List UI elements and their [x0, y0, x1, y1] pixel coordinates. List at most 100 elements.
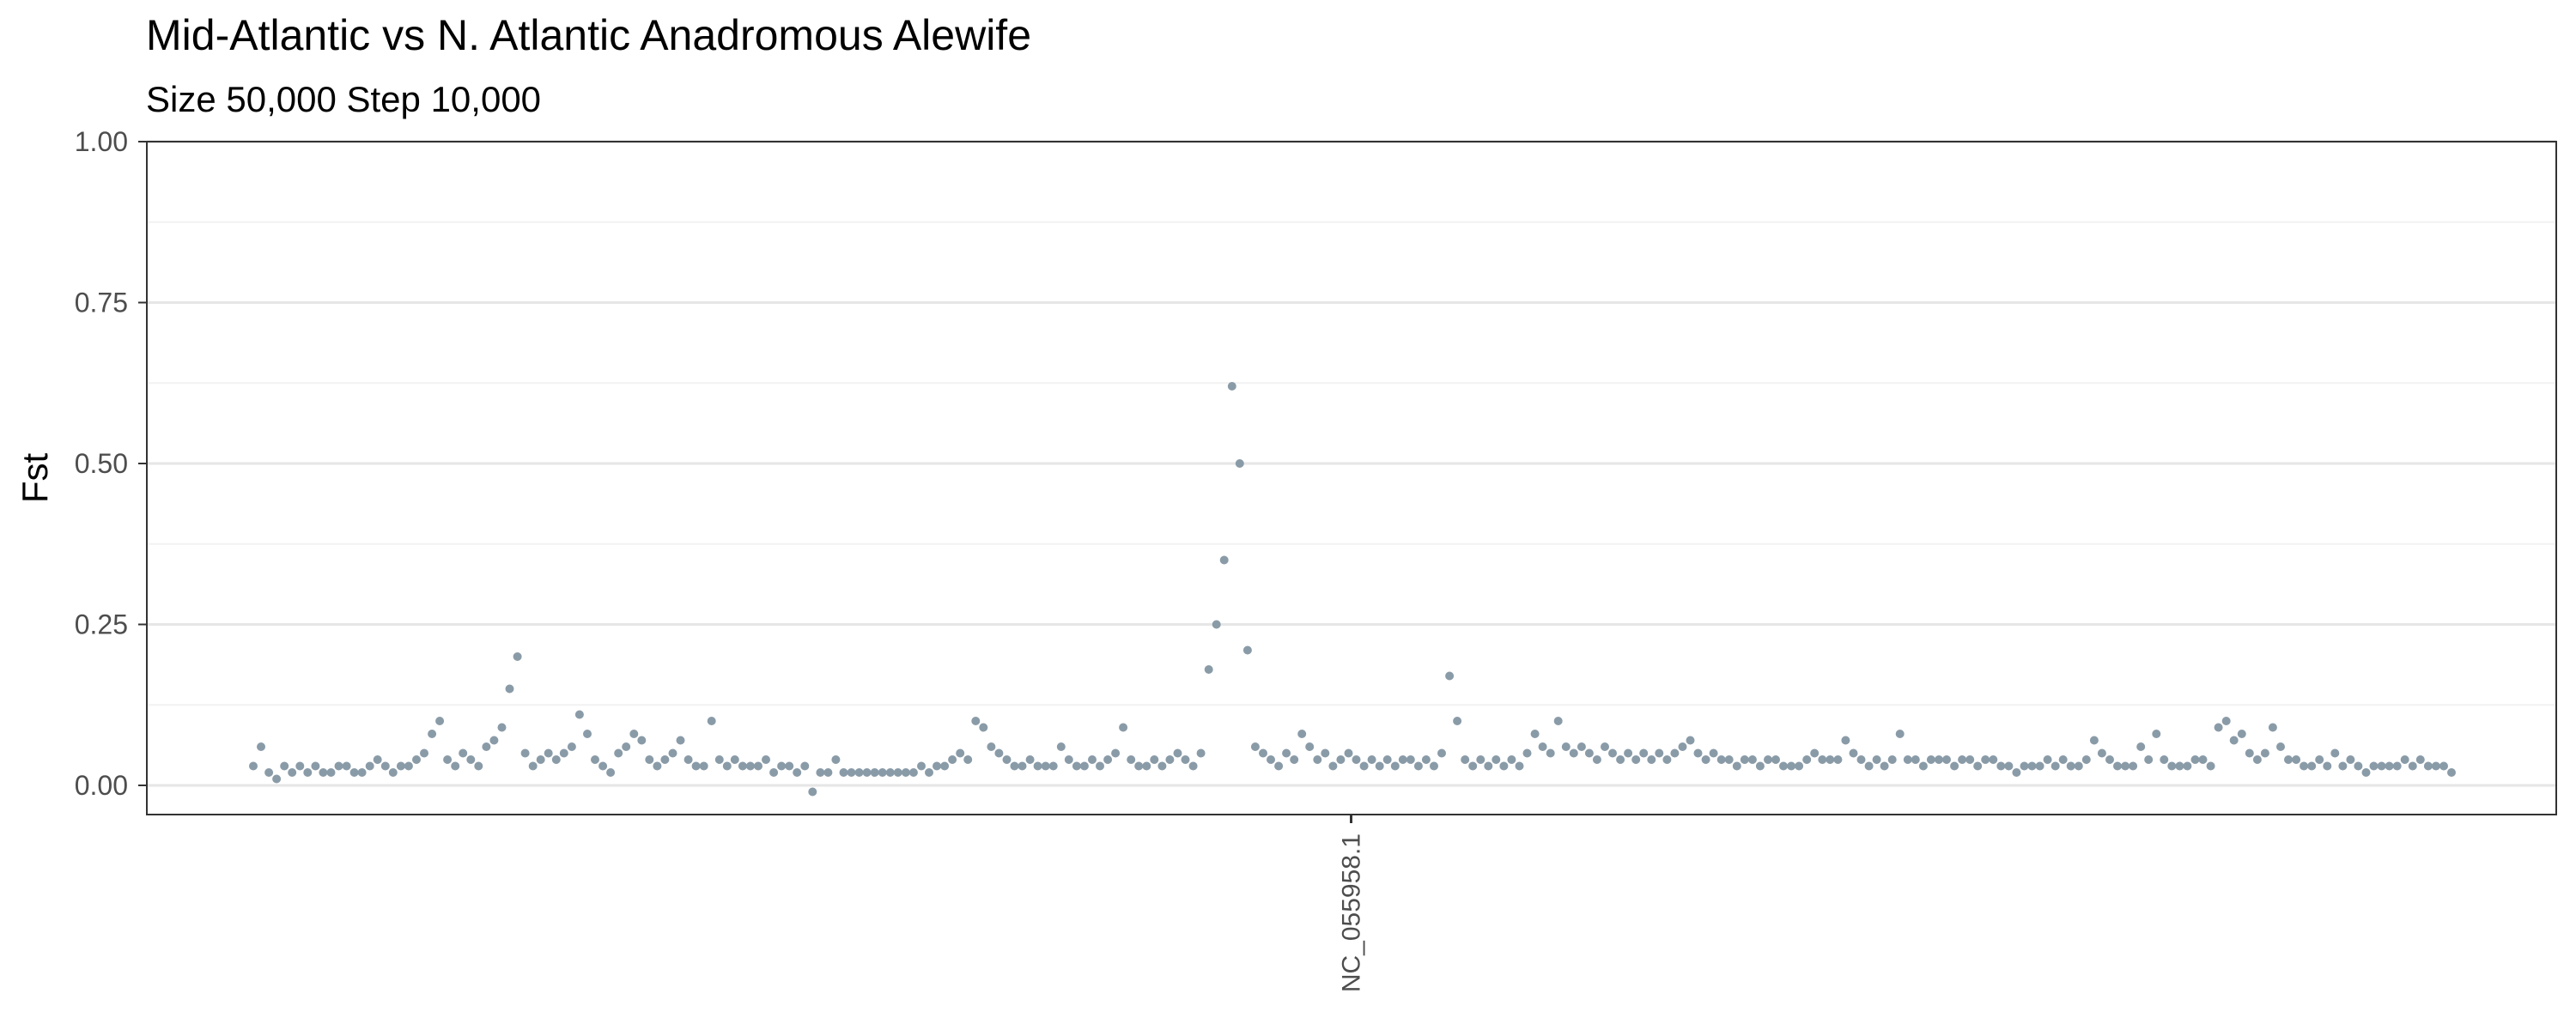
- data-point: [854, 768, 864, 777]
- data-point: [334, 761, 343, 771]
- data-point: [2361, 768, 2371, 777]
- data-point: [1468, 761, 1478, 771]
- data-point: [2354, 761, 2363, 771]
- data-point: [1406, 755, 1415, 764]
- data-point: [994, 748, 1004, 758]
- plot-panel-border: [146, 141, 2557, 815]
- data-point: [1127, 755, 1136, 764]
- data-point: [1965, 755, 1975, 764]
- data-point: [1693, 748, 1703, 758]
- data-point: [474, 761, 483, 771]
- data-point: [2152, 730, 2161, 738]
- data-point: [1740, 755, 1749, 764]
- data-point: [987, 742, 996, 751]
- data-point: [1267, 755, 1275, 764]
- data-point: [1476, 755, 1485, 764]
- data-point: [1553, 717, 1563, 725]
- data-point: [2229, 736, 2239, 745]
- data-point: [2081, 755, 2091, 764]
- data-point: [2338, 761, 2348, 771]
- data-point: [1764, 755, 1772, 764]
- data-point: [567, 742, 576, 751]
- data-point: [1561, 742, 1571, 751]
- data-point: [1274, 761, 1284, 771]
- data-point: [1134, 761, 1144, 771]
- data-point: [1918, 761, 1928, 771]
- data-point: [745, 761, 755, 771]
- data-point: [1810, 748, 1820, 758]
- data-point: [722, 761, 732, 771]
- data-point: [956, 748, 965, 758]
- data-point: [257, 742, 265, 751]
- data-point: [614, 748, 623, 758]
- data-point: [870, 768, 879, 777]
- data-point: [2284, 755, 2293, 764]
- data-point: [1787, 761, 1796, 771]
- data-point: [1989, 755, 1998, 764]
- data-point: [1841, 736, 1850, 745]
- data-point: [1157, 761, 1167, 771]
- data-point: [1111, 748, 1121, 758]
- data-point: [1755, 761, 1765, 771]
- data-point: [839, 768, 848, 777]
- data-point: [1911, 755, 1920, 764]
- y-tick-label-4: 1.00: [75, 126, 128, 157]
- data-point: [707, 717, 716, 725]
- data-point: [1670, 748, 1680, 758]
- data-point: [1173, 748, 1182, 758]
- data-point: [1864, 761, 1874, 771]
- data-point: [2392, 761, 2402, 771]
- data-point: [1367, 755, 1376, 764]
- data-point: [1950, 761, 1959, 771]
- chart-title: Mid-Atlantic vs N. Atlantic Anadromous A…: [146, 11, 1031, 59]
- data-point: [1056, 742, 1066, 751]
- data-point: [1655, 748, 1664, 758]
- data-point: [1795, 761, 1804, 771]
- data-point: [1538, 742, 1547, 751]
- data-point: [249, 761, 258, 771]
- data-point: [1546, 748, 1555, 758]
- data-point: [574, 710, 584, 719]
- data-point: [536, 755, 545, 764]
- data-point: [1445, 671, 1455, 681]
- y-tick-label-3: 0.75: [75, 288, 128, 318]
- data-point: [2377, 761, 2386, 771]
- data-point: [2113, 761, 2122, 771]
- data-point: [1064, 755, 1073, 764]
- data-point: [489, 736, 499, 745]
- data-point: [528, 761, 538, 771]
- data-point: [893, 768, 902, 777]
- data-point: [2058, 755, 2068, 764]
- data-point: [2035, 761, 2044, 771]
- data-point: [544, 748, 553, 758]
- data-point: [1880, 761, 1889, 771]
- data-point: [660, 755, 670, 764]
- data-point: [1453, 717, 1462, 725]
- data-point: [1235, 459, 1244, 468]
- data-point: [1375, 761, 1384, 771]
- data-point: [1887, 755, 1897, 764]
- data-point: [1072, 761, 1081, 771]
- data-point: [1259, 748, 1267, 758]
- data-point: [1608, 748, 1617, 758]
- data-point: [2447, 768, 2456, 777]
- data-point: [1981, 755, 1990, 764]
- data-point: [908, 768, 918, 777]
- data-point: [1826, 755, 1835, 764]
- data-point: [1973, 761, 1983, 771]
- data-point: [1686, 736, 1695, 745]
- data-point: [1048, 761, 1058, 771]
- data-point: [326, 768, 336, 777]
- data-point: [1530, 730, 1540, 738]
- data-point: [683, 755, 693, 764]
- data-point: [925, 768, 933, 777]
- data-point: [1096, 761, 1104, 771]
- data-point: [2027, 761, 2037, 771]
- data-point: [1771, 755, 1780, 764]
- data-point: [606, 768, 616, 777]
- data-point: [2043, 755, 2052, 764]
- data-point: [622, 742, 631, 751]
- data-point: [1592, 755, 1601, 764]
- data-point: [1041, 761, 1050, 771]
- data-point: [2004, 761, 2014, 771]
